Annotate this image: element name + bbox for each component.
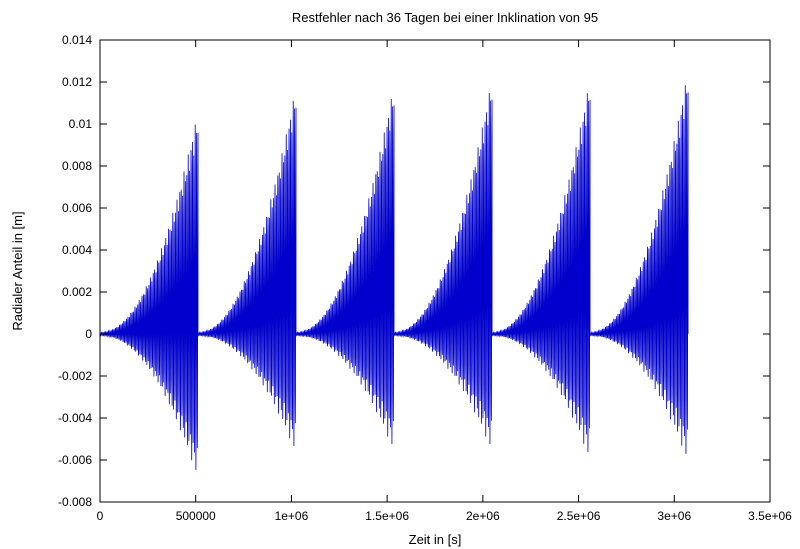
x-tick-label: 1e+06 (275, 509, 309, 523)
y-tick-label: 0.008 (62, 159, 92, 173)
series-segment-4 (393, 93, 493, 444)
series-segment-3 (295, 98, 395, 445)
y-tick-label: 0.012 (62, 75, 92, 89)
x-tick-label: 2e+06 (466, 509, 500, 523)
x-tick-label: 3e+06 (657, 509, 691, 523)
series-segment-5 (491, 93, 591, 452)
y-tick-label: 0.002 (62, 285, 92, 299)
x-axis-title: Zeit in [s] (409, 532, 462, 547)
y-tick-label: 0.01 (69, 117, 93, 131)
y-tick-label: -0.008 (58, 495, 92, 509)
tick-layer: -0.008 -0.006 -0.004 -0.002 0 0.002 0.004 0.006… (58, 33, 792, 523)
y-tick-label: 0 (85, 327, 92, 341)
y-tick-label: -0.004 (58, 411, 92, 425)
x-tick-label: 3.5e+06 (748, 509, 792, 523)
series-segment-6 (589, 85, 689, 454)
y-tick-label: 0.014 (62, 33, 92, 47)
y-tick-label: -0.002 (58, 369, 92, 383)
data-layer (99, 85, 689, 471)
y-axis-title: Radialer Anteil in [m] (10, 211, 25, 330)
series-segment-1 (99, 124, 199, 471)
series-segment-2 (197, 100, 297, 447)
x-tick-label: 2.5e+06 (557, 509, 601, 523)
x-tick-label: 1.5e+06 (365, 509, 409, 523)
y-tick-label: 0.006 (62, 201, 92, 215)
plot-frame (99, 39, 771, 503)
chart-title: Restfehler nach 36 Tagen bei einer Inkli… (292, 10, 598, 25)
y-tick-label: -0.006 (58, 453, 92, 467)
x-tick-label: 0 (97, 509, 104, 523)
x-tick-label: 500000 (176, 509, 216, 523)
y-tick-label: 0.004 (62, 243, 92, 257)
